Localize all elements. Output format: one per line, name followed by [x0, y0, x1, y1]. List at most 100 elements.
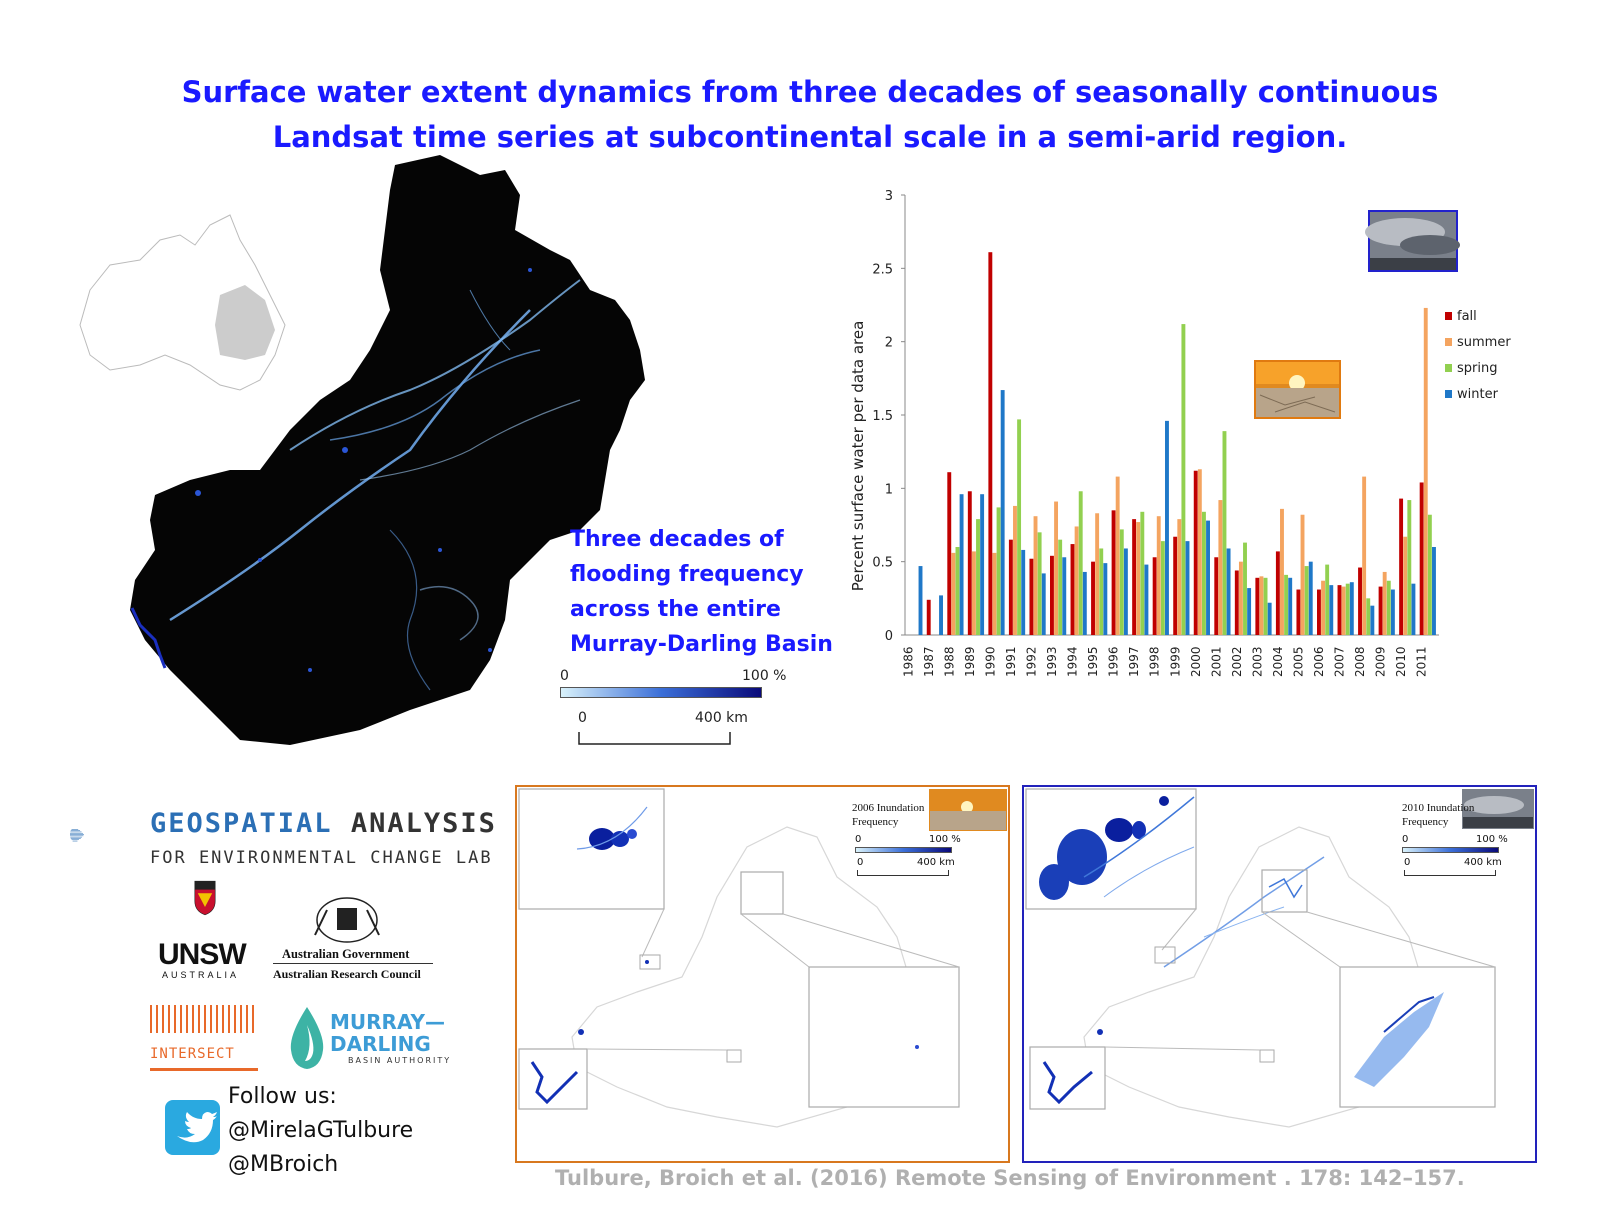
mdba-line-2: DARLING: [330, 1032, 431, 1056]
chart-bar-summer: [1136, 522, 1141, 635]
chart-bar-fall: [1234, 570, 1239, 635]
chart-bar-summer: [1238, 561, 1243, 635]
chart-x-tick-label: 1996: [1107, 646, 1121, 677]
chart-bar-spring: [1058, 539, 1063, 635]
chart-x-tick-label: 1998: [1148, 646, 1162, 677]
inundation-panel-2006: 2006 Inundation Frequency 0 100 % 0 400 …: [515, 785, 1010, 1163]
chart-legend-label: winter: [1457, 387, 1499, 402]
basin-flood-frequency-map: [130, 155, 645, 745]
chart-bar-spring: [1386, 580, 1391, 635]
legend-max-label: 100 %: [742, 668, 787, 684]
chart-bar-winter: [1041, 573, 1046, 635]
chart-x-tick-label: 1994: [1066, 646, 1080, 677]
chart-legend-swatch: [1445, 338, 1452, 346]
lab-name-geospatial: GEOSPATIAL: [150, 808, 333, 839]
chart-bar-winter: [1247, 588, 1252, 635]
chart-bar-winter: [1144, 564, 1149, 635]
chart-bar-winter: [1123, 548, 1128, 635]
chart-bar-fall: [988, 252, 993, 635]
panel-2006-title-line-1: 2006 Inundation: [852, 802, 925, 814]
chart-bar-summer: [1362, 476, 1367, 635]
title-line-2: Landsat time series at subcontinental sc…: [272, 120, 1348, 154]
panel-2010-title-line-1: 2010 Inundation: [1402, 802, 1475, 814]
chart-bar-winter: [1226, 548, 1231, 635]
chart-bar-spring: [1263, 577, 1268, 635]
chart-bar-spring: [1078, 491, 1083, 635]
twitter-handle-1[interactable]: @MirelaGTulbure: [228, 1118, 414, 1143]
panel-2006-map: [518, 788, 1007, 1128]
chart-legend-label: summer: [1457, 335, 1511, 350]
chart-x-tick-label: 1986: [901, 646, 915, 677]
chart-bar-fall: [1296, 589, 1301, 635]
chart-x-tick-label: 2001: [1209, 646, 1223, 677]
chart-bar-summer: [1382, 571, 1387, 635]
unsw-crest-icon: [194, 880, 216, 916]
chart-bar-fall: [1193, 470, 1198, 635]
map-caption-line-1: Three decades of: [570, 527, 784, 552]
chart-bar-summer: [951, 552, 956, 635]
citation: Tulbure, Broich et al. (2016) Remote Sen…: [555, 1166, 1465, 1190]
chart-bar-summer: [1115, 476, 1120, 635]
chart-bar-fall: [1399, 498, 1404, 635]
chart-bar-winter: [1288, 577, 1293, 635]
chart-x-tick-label: 2002: [1230, 646, 1244, 677]
chart-bar-fall: [967, 491, 972, 635]
chart-bar-summer: [992, 552, 997, 635]
chart-bar-winter: [959, 494, 964, 635]
chart-bar-winter: [1165, 420, 1169, 635]
chart-legend-swatch: [1445, 364, 1452, 372]
map-legend: 0 100 % 0 400 km: [560, 668, 800, 758]
chart-x-tick-label: 2006: [1312, 646, 1326, 677]
panel-2006-scale-min: 0: [857, 857, 864, 868]
chart-bar-winter: [1329, 585, 1334, 635]
chart-bar-fall: [1091, 561, 1095, 635]
chart-x-tick-label: 2010: [1394, 646, 1408, 677]
chart-bar-winter: [1082, 571, 1087, 635]
chart-bar-spring: [1345, 583, 1350, 635]
chart-bar-spring: [1284, 574, 1289, 635]
chart-legend-label: spring: [1457, 361, 1497, 376]
map-caption-line-2: flooding frequency: [570, 562, 804, 587]
chart-x-tick-label: 1988: [942, 646, 956, 677]
twitter-bird-icon[interactable]: [165, 1100, 220, 1155]
chart-legend-swatch: [1445, 390, 1452, 398]
chart-bar-fall: [1132, 519, 1137, 635]
arc-divider: [273, 963, 433, 964]
chart-bar-summer: [971, 551, 976, 635]
chart-bar-summer: [1300, 514, 1305, 635]
chart-x-tick-label: 1992: [1025, 646, 1039, 677]
follow-heading: Follow us:: [228, 1084, 337, 1109]
lab-name-analysis: ANALYSIS: [350, 808, 497, 839]
chart-bar-spring: [1427, 514, 1432, 635]
chart-bar-summer: [1177, 519, 1182, 635]
chart-bar-winter: [1267, 602, 1272, 635]
chart-bar-fall: [926, 599, 931, 635]
panel-2010-scale-min: 0: [1404, 857, 1411, 868]
chart-bar-winter: [1370, 605, 1375, 635]
panel-2006-scale-bar: [857, 870, 949, 876]
panel-2006-legend-min: 0: [855, 834, 862, 845]
chart-bar-fall: [1214, 557, 1219, 635]
map-caption: Three decades of flooding frequency acro…: [570, 522, 840, 662]
twitter-handle-2[interactable]: @MBroich: [228, 1152, 339, 1177]
chart-bar-spring: [1366, 598, 1371, 635]
chart-bar-spring: [1407, 500, 1412, 635]
legend-color-ramp: [560, 687, 762, 698]
chart-y-tick-label: 2: [885, 336, 893, 351]
australian-government-crest-icon: [314, 897, 380, 943]
chart-bar-winter: [1185, 541, 1190, 635]
chart-bar-winter: [918, 566, 923, 635]
mdba-line-3: BASIN AUTHORITY: [348, 1056, 452, 1065]
chart-bar-spring: [1099, 548, 1104, 635]
chart-y-tick-label: 0.5: [872, 556, 893, 571]
chart-bar-summer: [1280, 508, 1284, 635]
unsw-wordmark: UNSW: [158, 938, 247, 971]
chart-bar-winter: [939, 595, 943, 635]
panel-2010-scale-bar: [1404, 870, 1496, 876]
chart-bar-summer: [1033, 516, 1038, 635]
panel-2006-title: 2006 Inundation Frequency: [852, 801, 924, 829]
chart-legend-label: fall: [1457, 309, 1477, 324]
chart-bar-summer: [1156, 516, 1161, 635]
chart-bar-fall: [1419, 482, 1424, 635]
panel-2006-legend-ramp: [855, 847, 952, 853]
